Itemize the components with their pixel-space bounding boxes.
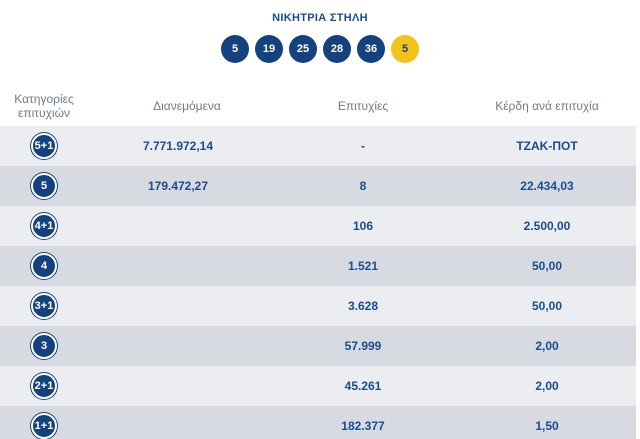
table-row: 5 179.472,27 8 22.434,03 <box>0 166 636 206</box>
prize-cell: 50,00 <box>531 299 563 313</box>
prize-cell: 2,00 <box>535 379 559 393</box>
winners-cell: 8 <box>359 179 367 193</box>
header-distributed: Διανεμόμενα <box>153 99 221 113</box>
category-badge: 3 <box>31 333 57 359</box>
winners-cell: 182.377 <box>341 419 385 433</box>
winners-cell: 3.628 <box>347 299 379 313</box>
winners-cell: 57.999 <box>344 339 382 353</box>
category-badge: 4 <box>31 253 57 279</box>
table-row: 3+1 3.628 50,00 <box>0 286 636 326</box>
header-category-line1: Κατηγορίες <box>14 92 74 106</box>
category-badge: 2+1 <box>31 373 57 399</box>
prize-cell: ΤΖΑΚ-ΠΟΤ <box>516 139 578 153</box>
category-badge: 1+1 <box>31 413 57 439</box>
table-row: 2+1 45.261 2,00 <box>0 366 636 406</box>
table-header: Κατηγορίες επιτυχιών Διανεμόμενα Επιτυχί… <box>0 86 636 126</box>
number-ball: 5 <box>221 35 249 63</box>
header-category-line2: επιτυχιών <box>18 106 70 120</box>
category-badge: 4+1 <box>31 213 57 239</box>
winning-column-title: ΝΙΚΗΤΡΙΑ ΣΤΗΛΗ <box>272 12 368 24</box>
number-ball: 19 <box>255 35 283 63</box>
distributed-cell: 179.472,27 <box>147 179 209 193</box>
table-row: 1+1 182.377 1,50 <box>0 406 636 439</box>
results-table: Κατηγορίες επιτυχιών Διανεμόμενα Επιτυχί… <box>0 86 636 439</box>
header-prize: Κέρδη ανά επιτυχία <box>495 99 599 113</box>
prize-cell: 50,00 <box>531 259 563 273</box>
table-row: 4+1 106 2.500,00 <box>0 206 636 246</box>
winners-cell: 1.521 <box>347 259 379 273</box>
prize-cell: 1,50 <box>535 419 559 433</box>
distributed-cell: 7.771.972,14 <box>142 139 214 153</box>
table-row: 5+1 7.771.972,14 - ΤΖΑΚ-ΠΟΤ <box>0 126 636 166</box>
number-ball: 25 <box>289 35 317 63</box>
bonus-ball: 5 <box>391 35 419 63</box>
category-badge: 3+1 <box>31 293 57 319</box>
prize-cell: 2,00 <box>535 339 559 353</box>
winners-cell: - <box>361 139 365 153</box>
category-badge: 5+1 <box>31 133 57 159</box>
header-winners: Επιτυχίες <box>337 99 389 113</box>
prize-cell: 22.434,03 <box>520 179 574 193</box>
number-ball: 28 <box>323 35 351 63</box>
table-row: 3 57.999 2,00 <box>0 326 636 366</box>
header-category: Κατηγορίες επιτυχιών <box>0 92 88 120</box>
prize-cell: 2.500,00 <box>523 219 571 233</box>
winners-cell: 45.261 <box>344 379 382 393</box>
winning-numbers: 5 19 25 28 36 5 <box>0 35 640 63</box>
table-row: 4 1.521 50,00 <box>0 246 636 286</box>
number-ball: 36 <box>357 35 385 63</box>
category-badge: 5 <box>31 173 57 199</box>
winners-cell: 106 <box>352 219 374 233</box>
